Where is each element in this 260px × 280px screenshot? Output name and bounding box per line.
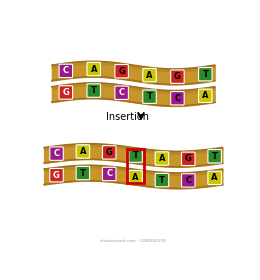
Text: T: T <box>147 92 152 101</box>
Text: G: G <box>118 67 125 76</box>
Text: G: G <box>53 171 60 180</box>
FancyBboxPatch shape <box>143 90 156 103</box>
FancyBboxPatch shape <box>171 70 184 83</box>
FancyBboxPatch shape <box>115 86 128 99</box>
FancyBboxPatch shape <box>155 152 169 165</box>
Text: T: T <box>133 151 139 160</box>
Text: C: C <box>63 66 69 75</box>
FancyBboxPatch shape <box>143 68 156 82</box>
FancyBboxPatch shape <box>155 173 169 187</box>
FancyBboxPatch shape <box>87 84 100 97</box>
FancyBboxPatch shape <box>76 166 90 180</box>
Text: T: T <box>212 152 218 161</box>
Text: T: T <box>202 70 208 79</box>
Text: A: A <box>90 64 97 74</box>
Text: G: G <box>174 72 181 81</box>
Text: A: A <box>159 154 165 163</box>
FancyBboxPatch shape <box>199 89 212 102</box>
Text: C: C <box>106 169 112 178</box>
FancyBboxPatch shape <box>76 145 90 158</box>
Text: G: G <box>106 148 113 157</box>
FancyBboxPatch shape <box>181 152 195 165</box>
Text: A: A <box>202 91 209 100</box>
FancyBboxPatch shape <box>129 149 142 162</box>
FancyBboxPatch shape <box>115 64 128 78</box>
Text: T: T <box>80 169 86 178</box>
Text: C: C <box>185 176 191 185</box>
FancyBboxPatch shape <box>129 171 142 184</box>
Text: shutterstock.com · 2248920293: shutterstock.com · 2248920293 <box>100 239 166 244</box>
Text: T: T <box>91 86 97 95</box>
Text: T: T <box>159 176 165 185</box>
Text: G: G <box>185 154 192 163</box>
Text: C: C <box>174 94 180 103</box>
Text: C: C <box>54 149 60 158</box>
FancyBboxPatch shape <box>102 146 116 159</box>
FancyBboxPatch shape <box>171 92 184 105</box>
FancyBboxPatch shape <box>181 174 195 187</box>
FancyBboxPatch shape <box>59 64 73 78</box>
FancyBboxPatch shape <box>208 171 221 185</box>
Text: G: G <box>62 88 69 97</box>
FancyBboxPatch shape <box>59 86 73 99</box>
Text: A: A <box>80 147 86 156</box>
Text: C: C <box>119 88 125 97</box>
Text: A: A <box>132 173 139 182</box>
Text: A: A <box>211 173 218 182</box>
FancyBboxPatch shape <box>102 167 116 181</box>
FancyBboxPatch shape <box>87 62 100 76</box>
FancyBboxPatch shape <box>208 150 221 163</box>
FancyBboxPatch shape <box>50 147 63 160</box>
Text: A: A <box>146 71 153 80</box>
FancyBboxPatch shape <box>50 169 63 182</box>
Text: Insertion: Insertion <box>106 112 148 122</box>
Bar <box>127 150 144 183</box>
FancyBboxPatch shape <box>199 67 212 81</box>
